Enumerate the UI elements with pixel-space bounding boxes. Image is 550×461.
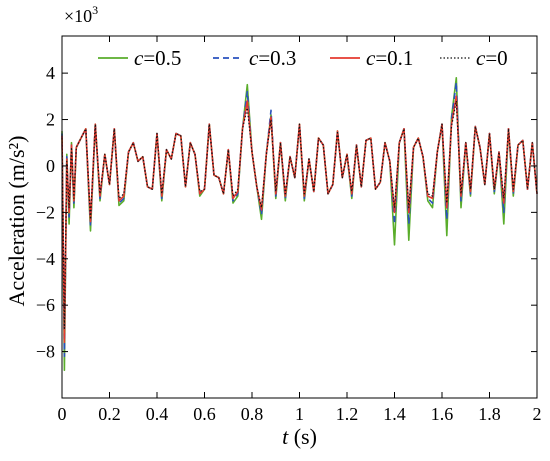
x-tick-label: 1 bbox=[295, 404, 304, 424]
legend-value: =0 bbox=[485, 46, 507, 70]
x-tick-label: 1.8 bbox=[478, 404, 501, 424]
y-multiplier-base: ×10 bbox=[64, 6, 92, 26]
legend-label-3: c=0.1 bbox=[366, 46, 413, 70]
y-tick-label: 2 bbox=[46, 110, 55, 130]
y-multiplier-exponent: 3 bbox=[92, 3, 98, 17]
y-tick-label: 0 bbox=[46, 156, 55, 176]
x-tick-label: 0.2 bbox=[98, 404, 121, 424]
x-tick-label: 0.6 bbox=[193, 404, 216, 424]
x-tick-label: 0.8 bbox=[241, 404, 264, 424]
legend-value: =0.5 bbox=[143, 46, 181, 70]
legend-label-2: c=0.3 bbox=[249, 46, 296, 70]
y-tick-label: −4 bbox=[36, 249, 55, 269]
legend-value: =0.3 bbox=[258, 46, 296, 70]
legend-var: c bbox=[134, 46, 144, 70]
x-tick-label: 1.6 bbox=[431, 404, 454, 424]
y-tick-label: −6 bbox=[36, 295, 55, 315]
tick-layer: 0 0.2 0.4 0.6 0.8 1 1.2 1.4 1.6 1.8 2 −8 −6 −4 −2 0 2 4 bbox=[36, 36, 542, 424]
legend-var: c bbox=[366, 46, 376, 70]
plot-frame bbox=[61, 35, 538, 399]
legend: c=0.5 c=0.3 c=0.1 c=0 bbox=[98, 46, 508, 70]
y-tick-label: −8 bbox=[36, 342, 55, 362]
series-layer bbox=[61, 77, 538, 371]
axes-layer bbox=[61, 35, 538, 399]
series-line-1 bbox=[61, 77, 538, 371]
legend-value: =0.1 bbox=[375, 46, 413, 70]
legend-var: c bbox=[249, 46, 259, 70]
y-multiplier-label: ×103 bbox=[64, 3, 98, 26]
x-tick-label: 0 bbox=[58, 404, 67, 424]
legend-label-4: c=0 bbox=[476, 46, 508, 70]
x-axis-label: t (s) bbox=[282, 424, 317, 449]
legend-label-1: c=0.5 bbox=[134, 46, 181, 70]
x-axis-label-var: t bbox=[282, 424, 289, 449]
x-axis-label-unit: (s) bbox=[288, 424, 317, 449]
x-tick-label: 2 bbox=[533, 404, 542, 424]
x-tick-label: 1.2 bbox=[336, 404, 359, 424]
legend-var: c bbox=[476, 46, 486, 70]
x-tick-label: 0.4 bbox=[146, 404, 169, 424]
x-tick-label: 1.4 bbox=[383, 404, 406, 424]
y-tick-label: −2 bbox=[36, 202, 55, 222]
series-line-3 bbox=[61, 95, 538, 344]
series-line-4 bbox=[61, 100, 538, 329]
y-axis-label: Acceleration (m/s²) bbox=[4, 136, 29, 307]
y-tick-label: 4 bbox=[46, 63, 55, 83]
